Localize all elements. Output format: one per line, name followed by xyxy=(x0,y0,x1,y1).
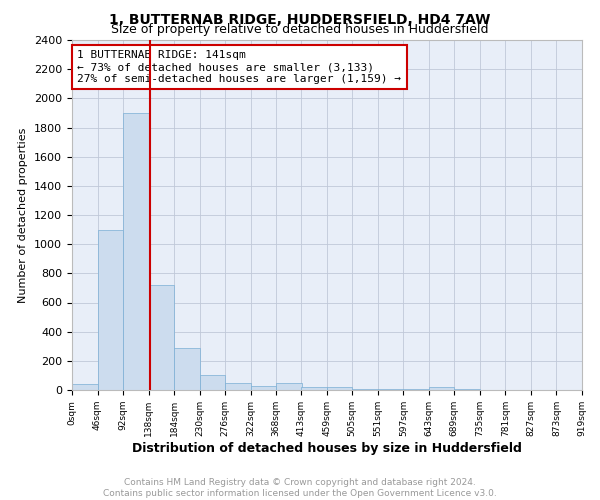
Bar xyxy=(123,113,149,390)
Bar xyxy=(174,348,200,390)
Text: 1 BUTTERNAB RIDGE: 141sqm
← 73% of detached houses are smaller (3,133)
27% of se: 1 BUTTERNAB RIDGE: 141sqm ← 73% of detac… xyxy=(77,50,401,84)
Text: Size of property relative to detached houses in Huddersfield: Size of property relative to detached ho… xyxy=(111,22,489,36)
Bar xyxy=(98,230,123,390)
Bar xyxy=(276,382,302,390)
Bar xyxy=(352,389,378,390)
Text: Contains HM Land Registry data © Crown copyright and database right 2024.
Contai: Contains HM Land Registry data © Crown c… xyxy=(103,478,497,498)
Bar xyxy=(429,387,454,390)
Text: 1, BUTTERNAB RIDGE, HUDDERSFIELD, HD4 7AW: 1, BUTTERNAB RIDGE, HUDDERSFIELD, HD4 7A… xyxy=(109,12,491,26)
Bar xyxy=(251,386,276,390)
Bar xyxy=(327,388,352,390)
Bar xyxy=(72,384,98,390)
Bar xyxy=(378,389,403,390)
X-axis label: Distribution of detached houses by size in Huddersfield: Distribution of detached houses by size … xyxy=(132,442,522,454)
Bar xyxy=(225,382,251,390)
Y-axis label: Number of detached properties: Number of detached properties xyxy=(19,128,28,302)
Bar xyxy=(149,285,174,390)
Bar xyxy=(301,387,327,390)
Bar xyxy=(200,374,225,390)
